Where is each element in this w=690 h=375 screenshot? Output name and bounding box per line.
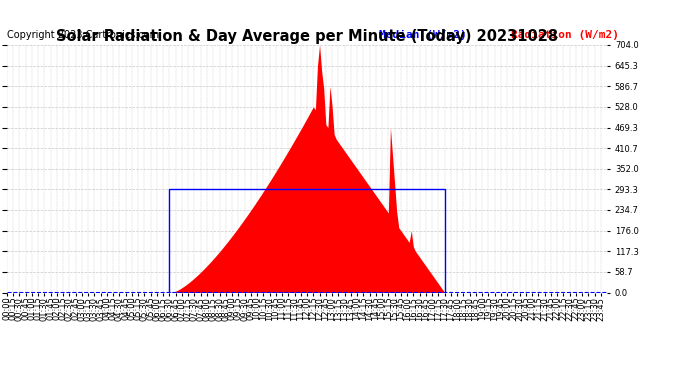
- Title: Solar Radiation & Day Average per Minute (Today) 20231028: Solar Radiation & Day Average per Minute…: [56, 29, 558, 44]
- Text: Copyright 2023 Cartronics.com: Copyright 2023 Cartronics.com: [7, 30, 159, 40]
- Bar: [170, 189, 444, 292]
- Text: Radiation (W/m2): Radiation (W/m2): [511, 30, 619, 40]
- Text: Median (W/m2): Median (W/m2): [379, 30, 467, 40]
